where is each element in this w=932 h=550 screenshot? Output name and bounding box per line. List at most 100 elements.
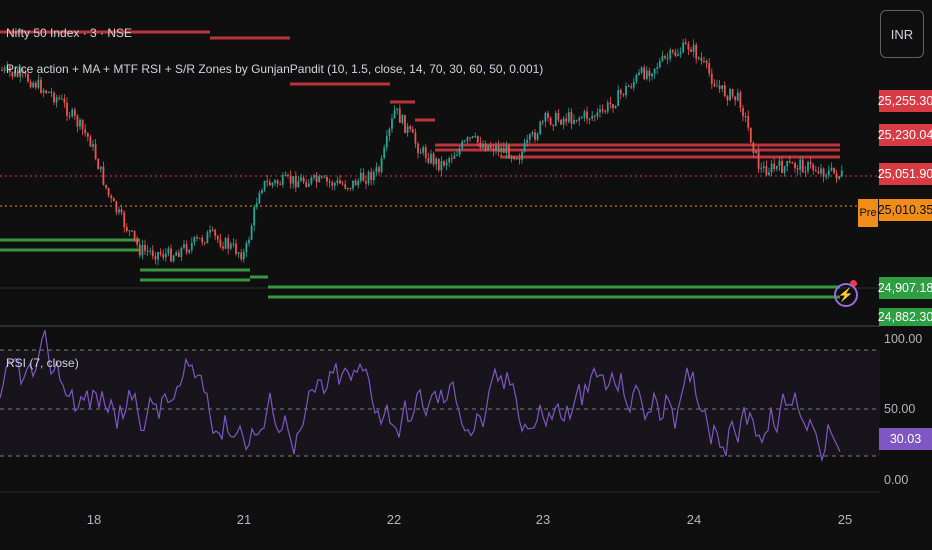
candle-body [450,158,453,160]
candle-body [747,116,750,128]
candle-body [726,96,729,101]
candle-body [838,176,841,179]
candle-body [456,154,458,156]
candle-body [671,49,674,52]
candle-body [300,177,302,182]
candle-body [227,238,230,249]
candle-body [487,145,490,151]
candle-body [791,162,794,164]
candle-body [346,187,349,189]
candle-body [313,175,315,178]
candle-body [619,90,622,94]
candle-body [773,163,776,169]
candle-body [58,97,61,99]
candle-body [79,119,81,127]
candle-body [11,72,14,77]
candle-body [463,140,466,142]
candle-body [508,145,510,159]
candle-body [684,42,687,45]
candle-body [115,201,118,213]
candle-body [185,244,188,253]
candle-body [575,119,578,121]
candle-body [523,142,526,152]
pre-market-badge: Pre [858,199,878,227]
candle-body [84,129,87,133]
candle-body [268,181,271,186]
candle-body [653,68,656,74]
candle-body [388,128,391,136]
candle-body [203,242,206,244]
candle-body [500,147,503,153]
candle-body [554,112,557,126]
candle-body [635,74,638,82]
candle-body [396,108,399,111]
candle-body [734,96,737,101]
candle-body [609,102,612,105]
candle-body [736,92,739,101]
candle-body [721,85,724,89]
candle-body [131,230,133,232]
candle-body [541,121,544,123]
candle-body [40,79,42,93]
candle-body [138,244,141,256]
candle-body [45,90,48,93]
price-tag-last-price: 25,051.90 [878,163,932,185]
candle-body [214,229,217,236]
candle-body [372,171,375,181]
candle-body [560,119,562,125]
price-pane [0,30,880,327]
candle-body [336,180,339,183]
candle-body [638,72,640,75]
candle-body [617,90,620,107]
candle-body [458,148,461,155]
candle-body [606,102,609,112]
candle-body [817,171,820,174]
candle-body [276,180,279,184]
candle-body [144,245,146,251]
candle-body [149,250,152,252]
candle-body [656,67,659,69]
candle-body [622,93,625,96]
candle-body [627,86,630,88]
candle-body [822,168,825,177]
candle-body [604,111,607,113]
candle-body [482,143,484,148]
candle-body [245,243,248,253]
candle-body [489,145,492,149]
currency-button[interactable]: INR [880,10,924,58]
candle-body [307,183,310,187]
candle-body [531,132,534,135]
candle-body [778,160,781,167]
candle-body [385,135,388,148]
candle-body [383,147,386,158]
candle-body [515,158,518,160]
rsi-legend[interactable]: RSI (7, close) [6,356,79,370]
candle-body [344,184,347,189]
candle-body [580,117,583,119]
candle-body [632,81,635,88]
candle-body [505,145,508,154]
indicator-legend[interactable]: Price action + MA + MTF RSI + S/R Zones … [6,62,544,76]
candle-body [102,166,105,185]
candle-body [417,143,419,154]
candle-body [682,42,685,53]
candle-body [669,49,672,59]
candle-body [445,162,448,166]
candle-body [170,248,172,262]
candle-body [271,182,274,186]
candle-body [261,190,263,193]
candle-body [479,142,482,148]
candle-body [539,121,542,135]
candle-body [430,153,432,163]
rsi-band [0,350,880,456]
candle-body [648,70,651,77]
candle-body [16,71,19,77]
candle-body [835,173,838,179]
candle-body [422,147,425,153]
candle-body [8,66,11,73]
candle-body [146,250,149,252]
candle-body [141,245,144,256]
candle-body [749,127,752,143]
lightning-icon[interactable]: ⚡ [834,283,858,307]
